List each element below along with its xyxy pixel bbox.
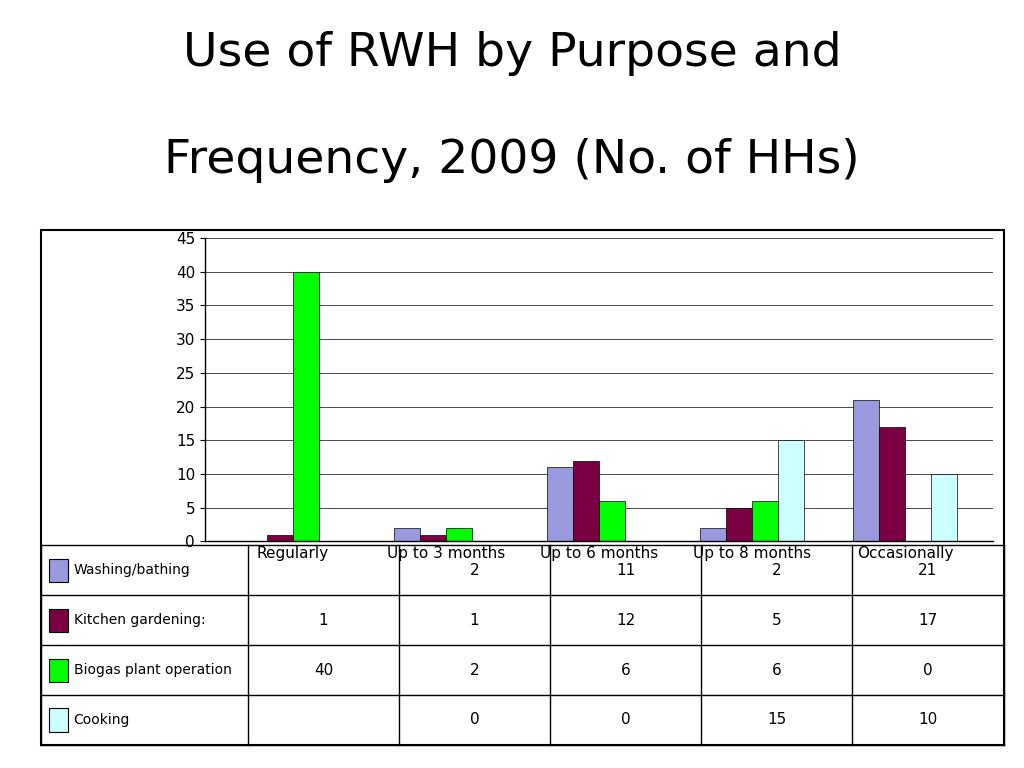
Bar [266,535,293,541]
Text: 2: 2 [470,663,479,677]
Text: 10: 10 [919,713,938,727]
Text: Use of RWH by Purpose and: Use of RWH by Purpose and [182,31,842,76]
Text: 0: 0 [470,713,479,727]
Text: Kitchen gardening:: Kitchen gardening: [74,613,206,627]
Bar [293,272,318,541]
Bar [599,501,625,541]
Text: 17: 17 [919,613,938,627]
Text: 11: 11 [616,563,635,578]
Text: 5: 5 [772,613,781,627]
Text: 6: 6 [621,663,631,677]
Text: 6: 6 [772,663,781,677]
Bar [547,467,573,541]
Text: 15: 15 [767,713,786,727]
Text: Cooking: Cooking [74,713,130,727]
Text: 0: 0 [621,713,631,727]
Text: 1: 1 [470,613,479,627]
Bar [853,400,880,541]
Bar [420,535,445,541]
Text: 40: 40 [313,663,333,677]
Text: Frequency, 2009 (No. of HHs): Frequency, 2009 (No. of HHs) [164,138,860,184]
Bar [573,461,599,541]
Bar [753,501,778,541]
Text: Biogas plant operation: Biogas plant operation [74,663,231,677]
Bar [932,474,957,541]
Bar [880,427,905,541]
Bar [700,528,726,541]
Text: 2: 2 [470,563,479,578]
Text: 0: 0 [924,663,933,677]
Bar [394,528,420,541]
Text: 2: 2 [772,563,781,578]
Text: 12: 12 [616,613,635,627]
Bar [778,440,804,541]
Bar [445,528,472,541]
Bar [726,508,753,541]
Text: 1: 1 [318,613,329,627]
Text: 21: 21 [919,563,938,578]
Text: Washing/bathing: Washing/bathing [74,563,190,578]
